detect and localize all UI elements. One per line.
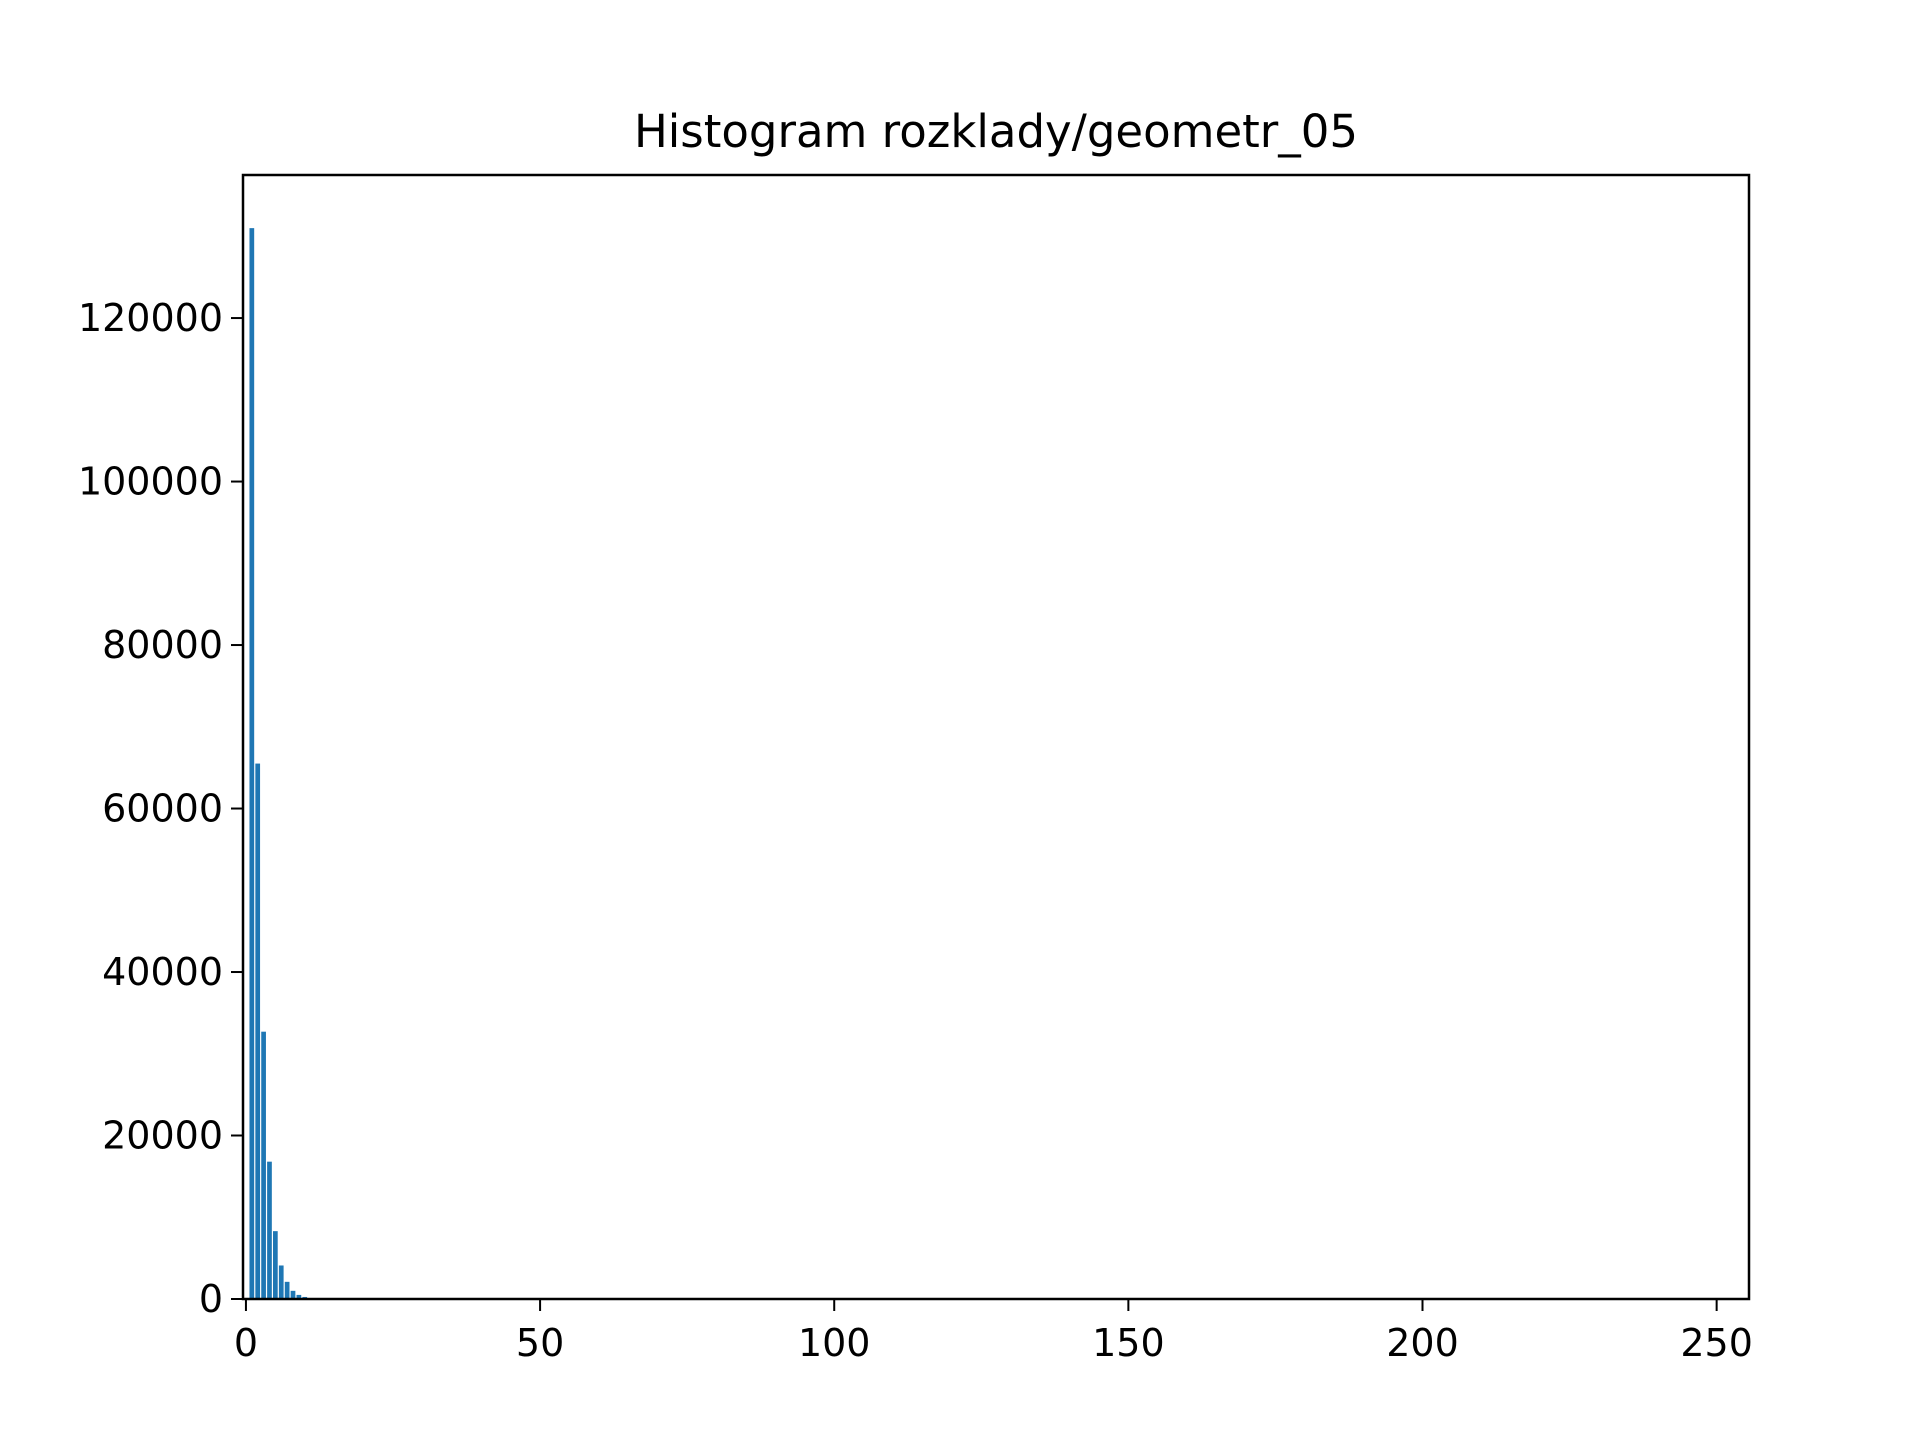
- x-tick-label: 0: [234, 1321, 258, 1365]
- histogram-bar: [273, 1231, 278, 1299]
- y-tick-label: 80000: [102, 623, 223, 667]
- histogram-bar: [285, 1282, 290, 1299]
- x-tick-label: 150: [1092, 1321, 1165, 1365]
- x-tick-label: 100: [798, 1321, 871, 1365]
- x-tick-label: 250: [1680, 1321, 1753, 1365]
- x-tick-label: 200: [1386, 1321, 1459, 1365]
- histogram-bar: [261, 1032, 266, 1299]
- y-tick-label: 100000: [78, 460, 223, 504]
- y-tick-label: 0: [199, 1277, 223, 1321]
- y-tick-label: 60000: [102, 787, 223, 831]
- histogram-bar: [255, 764, 260, 1299]
- histogram-bar: [279, 1265, 284, 1299]
- histogram-bar: [267, 1162, 272, 1299]
- chart-title: Histogram rozklady/geometr_05: [634, 105, 1358, 158]
- y-tick-label: 40000: [102, 950, 223, 994]
- y-tick-label: 20000: [102, 1114, 223, 1158]
- y-tick-label: 120000: [78, 296, 223, 340]
- x-tick-label: 50: [516, 1321, 564, 1365]
- histogram-bar: [249, 228, 254, 1299]
